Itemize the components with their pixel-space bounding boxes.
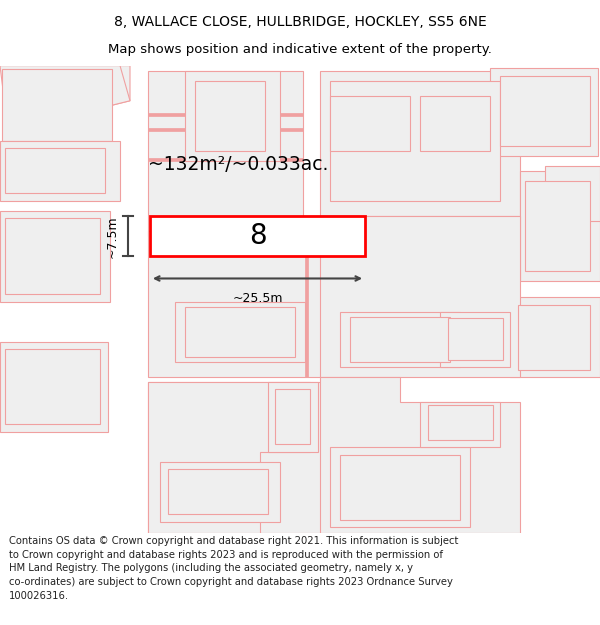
Bar: [420, 96, 490, 151]
Bar: [320, 216, 520, 377]
Bar: [340, 455, 460, 521]
Bar: [448, 318, 503, 360]
Bar: [518, 304, 590, 370]
Bar: [500, 76, 590, 146]
Bar: [185, 71, 280, 161]
Text: 8: 8: [248, 222, 266, 250]
Bar: [148, 128, 303, 131]
Bar: [5, 218, 100, 294]
Bar: [340, 312, 460, 367]
Bar: [275, 389, 310, 444]
Bar: [525, 181, 590, 271]
Bar: [330, 447, 470, 528]
Bar: [490, 68, 598, 156]
Bar: [330, 81, 500, 201]
Text: Map shows position and indicative extent of the property.: Map shows position and indicative extent…: [108, 44, 492, 56]
Polygon shape: [8, 66, 130, 131]
Text: Contains OS data © Crown copyright and database right 2021. This information is : Contains OS data © Crown copyright and d…: [9, 536, 458, 601]
Text: 8, WALLACE CLOSE, HULLBRIDGE, HOCKLEY, SS5 6NE: 8, WALLACE CLOSE, HULLBRIDGE, HOCKLEY, S…: [113, 15, 487, 29]
Text: ~7.5m: ~7.5m: [106, 215, 119, 258]
Bar: [510, 296, 600, 377]
Bar: [350, 317, 450, 362]
Bar: [305, 231, 308, 377]
Bar: [160, 462, 280, 522]
Bar: [5, 349, 100, 424]
Bar: [168, 469, 268, 514]
Bar: [148, 231, 348, 377]
Bar: [2, 69, 112, 141]
Polygon shape: [148, 382, 310, 532]
Bar: [420, 402, 500, 447]
Bar: [148, 382, 348, 532]
Bar: [148, 158, 303, 161]
Bar: [545, 166, 600, 221]
Bar: [520, 171, 600, 281]
Bar: [0, 141, 120, 201]
Bar: [0, 342, 108, 432]
Bar: [150, 216, 365, 256]
Bar: [175, 302, 305, 362]
Bar: [148, 71, 303, 236]
Polygon shape: [320, 377, 520, 532]
Bar: [320, 71, 520, 216]
Bar: [148, 113, 303, 116]
Text: ~132m²/~0.033ac.: ~132m²/~0.033ac.: [148, 154, 328, 174]
Bar: [330, 96, 410, 151]
Bar: [195, 81, 265, 151]
Bar: [5, 148, 105, 193]
Bar: [268, 382, 318, 452]
Bar: [0, 211, 110, 302]
Bar: [428, 405, 493, 440]
Bar: [185, 307, 295, 357]
Bar: [440, 312, 510, 367]
Polygon shape: [0, 66, 130, 131]
Text: ~25.5m: ~25.5m: [232, 291, 283, 304]
